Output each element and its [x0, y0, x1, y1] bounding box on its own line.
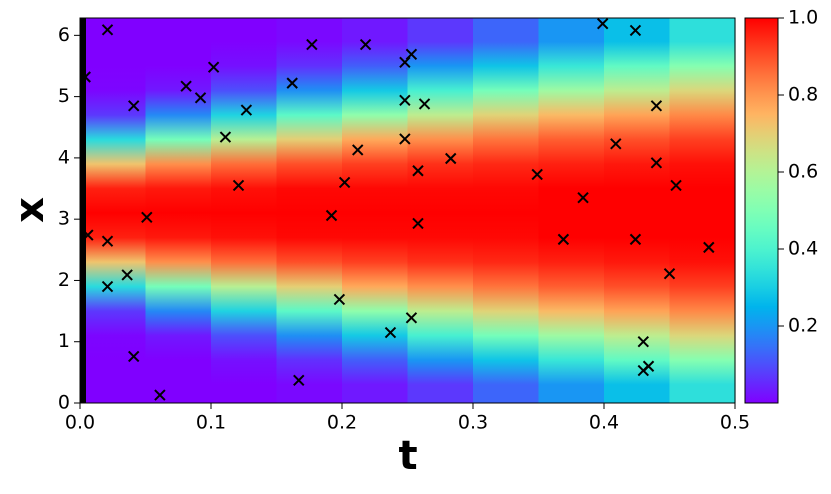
sample-point [670, 179, 682, 192]
sample-point [154, 389, 166, 401]
sample-point [637, 336, 650, 348]
sample-point [306, 38, 318, 51]
heatmap [80, 18, 736, 403]
sample-point [286, 77, 298, 89]
sample-point [79, 71, 91, 83]
sample-point [629, 24, 642, 37]
sample-point [557, 233, 570, 246]
sample-point [101, 24, 114, 36]
sample-point [531, 168, 543, 181]
sample-point [412, 217, 424, 230]
x-tick-label: 0.4 [589, 412, 619, 434]
x-tick-label: 0.1 [196, 412, 226, 434]
y-tick-label: 6 [58, 24, 70, 46]
sample-point [128, 100, 140, 112]
sample-point [399, 94, 411, 107]
sample-point [240, 104, 253, 116]
y-tick-label: 3 [58, 208, 70, 230]
sample-point [650, 157, 663, 169]
sample-point [352, 144, 364, 156]
sample-point [338, 176, 351, 189]
x-tick-label: 0.2 [327, 412, 357, 434]
sample-point [82, 229, 94, 241]
colorbar-tick-label: 0.2 [788, 315, 818, 337]
y-tick-label: 1 [58, 330, 70, 352]
sample-point [412, 165, 424, 177]
x-tick-label: 0.3 [458, 412, 488, 434]
sample-point [121, 269, 133, 281]
x-tick-label: 0.0 [65, 412, 95, 434]
sample-point [128, 350, 140, 363]
points [79, 17, 715, 401]
sample-point [577, 192, 589, 204]
colorbar-tick-label: 0.8 [788, 84, 818, 106]
sample-point [399, 133, 411, 145]
sample-point [629, 233, 642, 246]
y-tick-label: 2 [58, 269, 70, 291]
plot-frame [79, 17, 736, 404]
y-axis-label: x [7, 197, 53, 223]
x-axis-label: t [398, 433, 417, 479]
colorbar-frame [744, 17, 779, 404]
heatmap-column [276, 18, 343, 403]
colorbar-tick-label: 0.6 [788, 161, 818, 183]
colorbar-tick-label: 0.4 [788, 238, 818, 260]
heatmap-column [669, 18, 736, 403]
colorbar [745, 18, 778, 403]
sample-point [141, 211, 153, 224]
heatmap-column [211, 18, 278, 403]
colorbar-tick-label: 1.0 [788, 7, 818, 29]
sample-point [232, 179, 245, 192]
sample-point [405, 48, 418, 61]
sample-point [663, 267, 676, 280]
sample-point [194, 92, 207, 104]
y-tick-label: 0 [58, 392, 70, 414]
heatmap-column [473, 18, 540, 403]
y-tick-label: 5 [58, 85, 70, 107]
sample-point [405, 312, 418, 324]
sample-point [642, 360, 655, 372]
heatmap-column [342, 18, 409, 403]
heatmap-column [80, 18, 147, 403]
heatmap-column [538, 18, 605, 403]
sample-point [650, 100, 663, 112]
heatmap-column [604, 18, 671, 403]
sample-point [703, 241, 715, 254]
heatmap-column [145, 18, 212, 403]
sample-point [333, 293, 346, 306]
sample-point [445, 152, 457, 165]
initial-boundary [80, 18, 86, 403]
sample-point [610, 138, 622, 150]
sample-point [325, 209, 338, 222]
sample-point [418, 98, 431, 110]
sample-point [219, 131, 232, 143]
sample-point [293, 374, 305, 387]
sample-point [101, 280, 114, 293]
sample-point [384, 326, 397, 339]
x-tick-label: 0.5 [720, 412, 750, 434]
sample-point [359, 38, 372, 51]
sample-point [596, 17, 609, 30]
sample-point [207, 61, 220, 73]
y-tick-label: 4 [58, 146, 70, 168]
sample-point [399, 56, 411, 69]
sample-point [180, 80, 192, 92]
sample-point [101, 235, 114, 247]
heatmap-column [407, 18, 474, 403]
